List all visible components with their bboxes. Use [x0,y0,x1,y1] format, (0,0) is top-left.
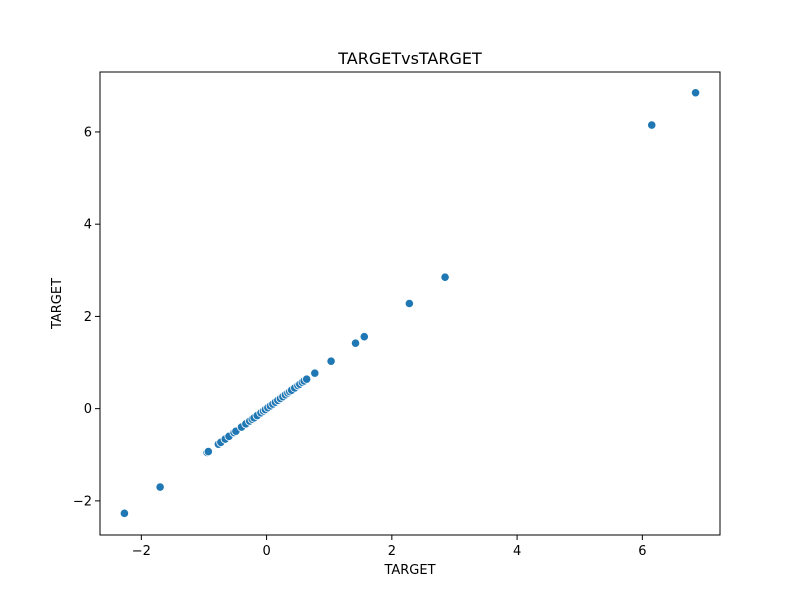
data-point [155,482,165,492]
y-tick-label: 2 [84,310,92,325]
data-point [310,368,320,378]
data-point [647,120,657,130]
x-axis-label: TARGET [383,563,435,578]
data-point [404,298,414,309]
data-point [440,272,450,282]
chart-title: TARGETvsTARGET [337,49,482,68]
data-point [690,88,701,98]
y-axis-ticks: −2 0 2 4 6 [73,125,100,509]
data-point [326,356,336,366]
data-point [359,332,369,342]
x-tick-label: 4 [513,544,521,559]
y-tick-label: 6 [84,125,92,140]
y-tick-label: 4 [84,218,92,233]
x-tick-label: 2 [388,544,396,559]
x-tick-label: 0 [262,544,270,559]
data-point [350,338,361,348]
x-tick-label: −2 [132,544,151,559]
points-layer [119,88,701,518]
y-axis-label: TARGET [50,278,65,330]
y-tick-label: 0 [84,402,92,417]
x-axis-ticks: −2 0 2 4 6 [132,535,646,559]
y-tick-label: −2 [73,494,92,509]
x-tick-label: 6 [638,544,646,559]
data-point [119,508,130,518]
plot-frame [99,71,721,536]
data-point [203,446,213,457]
data-point [302,374,312,384]
